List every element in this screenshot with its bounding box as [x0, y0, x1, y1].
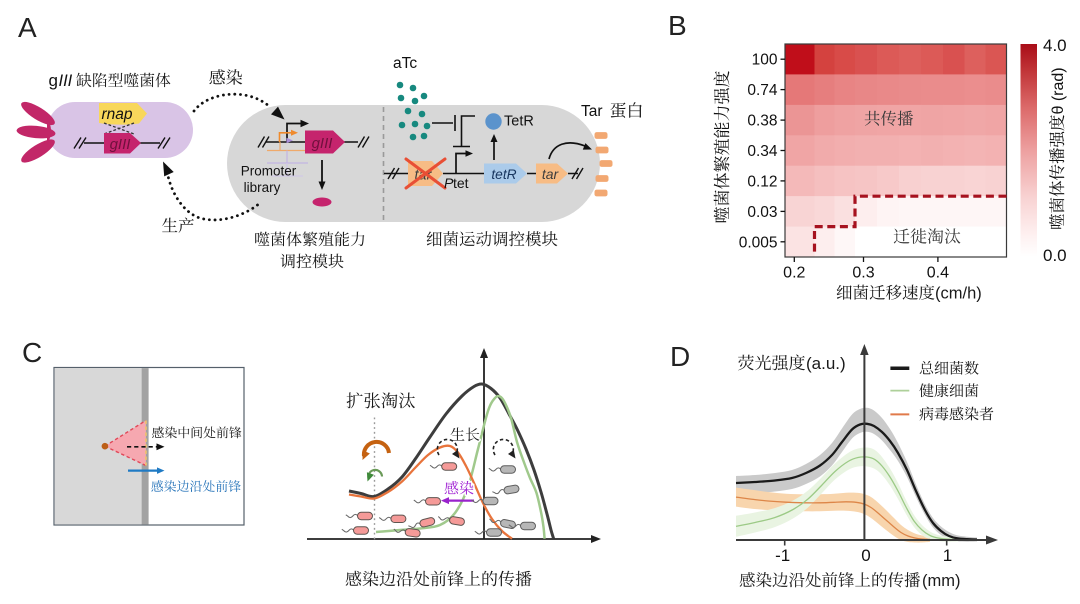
svg-text:TetR: TetR [504, 114, 534, 130]
svg-text:100: 100 [752, 52, 778, 69]
svg-text:tetR: tetR [491, 167, 516, 182]
svg-text:gIII: gIII [110, 136, 131, 153]
svg-text:rnap: rnap [101, 106, 132, 123]
svg-text:4.0: 4.0 [1043, 36, 1067, 55]
svg-text:Tar: Tar [581, 103, 603, 120]
svg-text:0.005: 0.005 [739, 234, 778, 251]
svg-text:0.38: 0.38 [747, 113, 777, 130]
svg-text:(mm): (mm) [922, 572, 960, 590]
svg-text:gIII: gIII [312, 135, 333, 152]
svg-text:0.2: 0.2 [783, 265, 805, 282]
svg-text:Promoter: Promoter [241, 164, 297, 179]
svg-text:tet: tet [453, 175, 469, 191]
svg-text:library: library [244, 180, 281, 195]
svg-text:C: C [22, 337, 42, 368]
svg-text:0.03: 0.03 [747, 204, 777, 221]
svg-text:aTc: aTc [393, 55, 417, 72]
svg-text:0.3: 0.3 [852, 265, 874, 282]
svg-text:0.74: 0.74 [747, 82, 778, 99]
svg-text:θ (rad): θ (rad) [1050, 67, 1067, 114]
svg-text:0.12: 0.12 [747, 173, 777, 190]
svg-text:B: B [668, 10, 687, 41]
svg-text:0: 0 [861, 546, 870, 565]
svg-text:1: 1 [943, 546, 952, 565]
svg-text:III: III [59, 72, 73, 90]
svg-text:g: g [49, 71, 58, 90]
svg-text:0.0: 0.0 [1043, 246, 1067, 265]
svg-text:P: P [444, 175, 454, 191]
svg-text:(cm/h): (cm/h) [935, 285, 982, 303]
svg-text:0.4: 0.4 [927, 265, 949, 282]
svg-text:(a.u.): (a.u.) [806, 354, 846, 373]
svg-text:A: A [18, 12, 37, 43]
svg-text:-1: -1 [775, 546, 790, 565]
svg-text:0.34: 0.34 [747, 143, 778, 160]
svg-text:tar: tar [542, 166, 560, 182]
svg-text:D: D [670, 341, 690, 372]
